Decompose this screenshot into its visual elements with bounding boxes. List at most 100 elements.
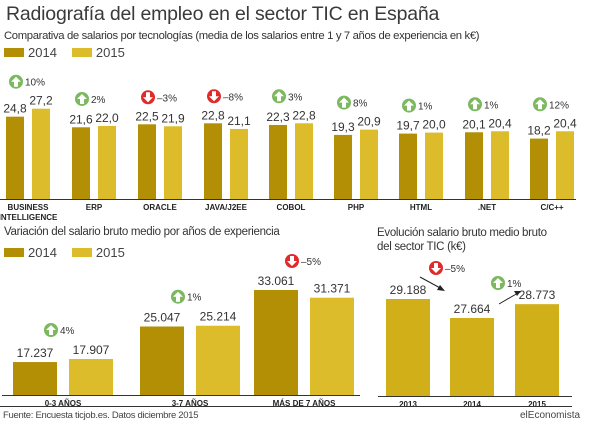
category-label: PHP — [348, 203, 365, 212]
category-label: 2015 — [528, 400, 546, 409]
value-label: 29.188 — [390, 283, 427, 297]
bar-2015 — [360, 129, 378, 199]
change-badge: –5% — [429, 261, 465, 275]
bar-2014 — [399, 133, 417, 199]
legend-swatch-2015 — [71, 48, 92, 57]
legend-swatch-2014 — [4, 248, 24, 257]
category-label: 2014 — [463, 400, 481, 409]
change-badge: –3% — [141, 90, 177, 105]
value-label-2014: 19,3 — [331, 120, 355, 134]
bar-2014 — [140, 326, 184, 395]
category-label: 3-7 AÑOS — [172, 399, 209, 408]
value-label-2015: 22,0 — [95, 111, 119, 125]
arrow-up-icon — [77, 93, 87, 104]
change-badge: 3% — [272, 89, 303, 104]
trend-arrow-line — [419, 276, 443, 290]
arrow-down-icon — [287, 256, 297, 266]
evolution-chart-title: Evolución salario bruto medio bruto del … — [377, 226, 547, 254]
trend-arrow-head — [514, 291, 521, 296]
change-label: 12% — [549, 100, 569, 111]
legend-swatch-2015 — [71, 248, 92, 257]
evolution-title-line-1: Evolución salario bruto medio bruto — [377, 227, 547, 239]
value-label-2014: 21,6 — [69, 112, 93, 126]
change-label: 1% — [507, 279, 522, 290]
bar-year — [515, 304, 559, 396]
change-label: –8% — [223, 92, 243, 103]
change-badge: 1% — [402, 98, 433, 113]
arrow-down-icon — [209, 91, 219, 102]
footer-brand: elEconomista — [520, 410, 581, 421]
category-label: BUSINESS — [8, 203, 50, 212]
category-label: MÁS DE 7 AÑOS — [273, 399, 336, 408]
change-label: 1% — [418, 102, 433, 113]
legend-item-2015: 2015 — [71, 245, 125, 260]
bar-2014 — [269, 124, 287, 199]
legend-label-2015: 2015 — [95, 45, 125, 60]
experience-chart-title: Variación del salario bruto medio por añ… — [4, 226, 280, 238]
arrow-up-icon — [470, 99, 480, 110]
value-label-2014: 33.061 — [258, 274, 295, 288]
category-label: ORACLE — [143, 203, 177, 212]
bar-2015 — [556, 131, 574, 199]
trend-arrow-line — [498, 292, 519, 305]
value-label-2015: 22,8 — [292, 108, 316, 122]
main-title: Radiografía del empleo en el sector TIC … — [6, 3, 440, 25]
bar-2015 — [491, 131, 509, 199]
arrow-up-icon — [404, 100, 414, 111]
bar-2015 — [98, 125, 116, 199]
category-label: C/C++ — [540, 203, 563, 212]
value-label-2015: 20,9 — [357, 115, 381, 129]
change-badge: –8% — [207, 89, 243, 104]
value-label-2015: 21,1 — [227, 114, 251, 128]
category-label: 2013 — [399, 400, 417, 409]
category-label: .NET — [478, 203, 496, 212]
arrow-up-icon — [274, 91, 284, 102]
change-badge: 8% — [337, 95, 368, 110]
category-label: 0-3 AÑOS — [45, 399, 82, 408]
value-label-2015: 27,2 — [29, 94, 53, 108]
tech-chart-title: Comparativa de salarios por tecnologías … — [4, 30, 480, 42]
bar-2014 — [254, 290, 298, 395]
change-label: 2% — [91, 95, 106, 106]
change-badge: 12% — [533, 97, 569, 112]
arrow-up-icon — [493, 278, 503, 288]
bar-2015 — [69, 358, 113, 395]
arrow-down-icon — [143, 92, 153, 103]
change-badge: 10% — [9, 74, 45, 89]
change-label: –5% — [301, 257, 321, 268]
category-label: INTELLIGENCE — [0, 213, 58, 222]
evolution-title-line-2: del sector TIC (k€) — [377, 241, 466, 253]
bar-2014 — [465, 132, 483, 199]
value-label-2014: 19,7 — [396, 119, 420, 133]
change-badge: 2% — [75, 91, 106, 106]
arrow-up-icon — [339, 97, 349, 108]
bar-2015 — [230, 128, 248, 199]
bar-2015 — [425, 132, 443, 199]
value-label: 28.773 — [519, 288, 556, 302]
value-label-2015: 20,4 — [488, 116, 512, 130]
value-label-2014: 22,8 — [201, 108, 225, 122]
value-label-2015: 25.214 — [200, 310, 237, 324]
change-badge: 4% — [44, 322, 75, 337]
bar-2015 — [196, 325, 240, 395]
category-label: HTML — [410, 203, 432, 212]
tech-chart-legend: 2014 2015 — [4, 45, 140, 60]
bar-2014 — [6, 116, 24, 199]
legend-label-2014: 2014 — [28, 45, 57, 60]
change-badge: –5% — [285, 254, 321, 268]
value-label-2015: 21,9 — [161, 111, 185, 125]
value-label-2014: 22,5 — [135, 109, 159, 123]
bar-2014 — [72, 127, 90, 199]
change-label: –5% — [445, 264, 465, 275]
value-label-2015: 20,4 — [553, 116, 577, 130]
change-label: 10% — [25, 78, 45, 89]
change-label: 1% — [484, 100, 499, 111]
legend-item-2014: 2014 — [4, 245, 57, 260]
bar-2015 — [295, 123, 313, 199]
category-label: JAVA/J2EE — [205, 203, 248, 212]
bar-2014 — [530, 138, 548, 199]
value-label-2014: 20,1 — [462, 117, 486, 131]
value-label-2014: 17.237 — [17, 346, 54, 360]
change-label: –3% — [157, 93, 177, 104]
category-label: ERP — [86, 203, 103, 212]
